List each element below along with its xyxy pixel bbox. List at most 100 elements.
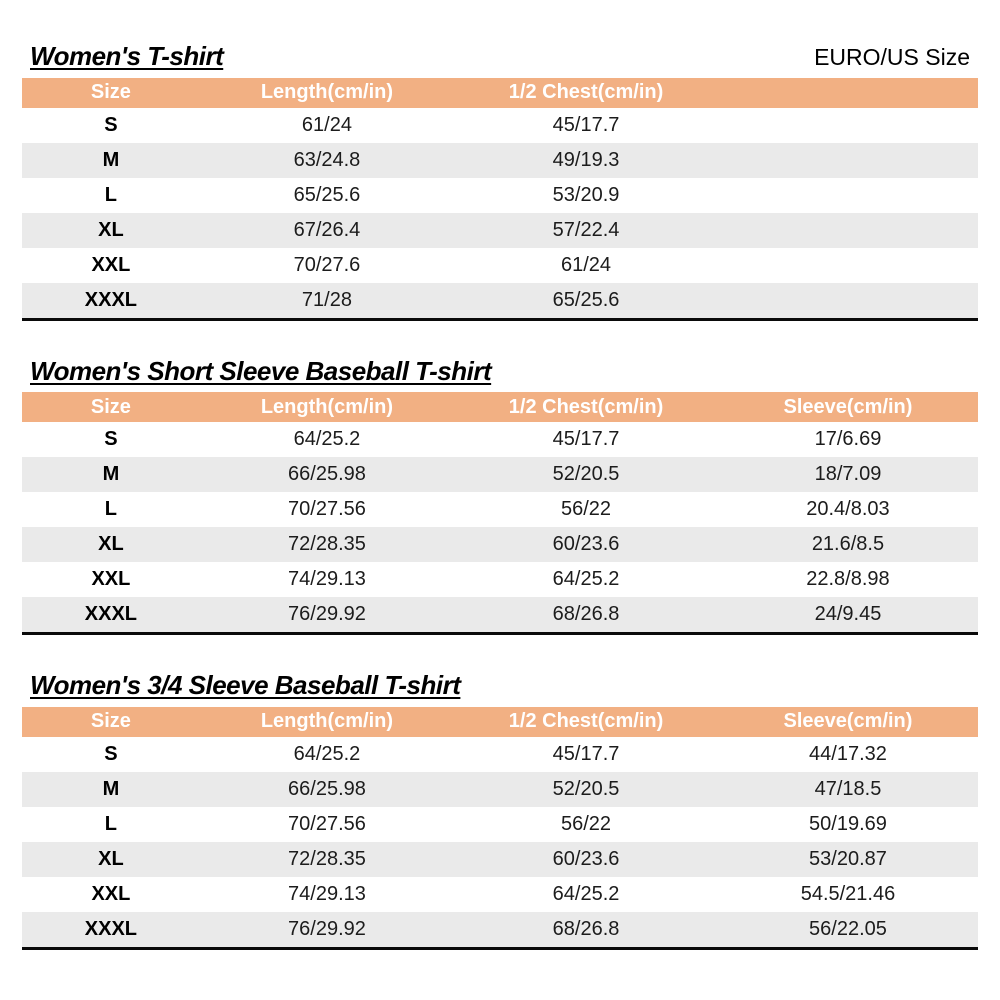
table-row-xxl: XXL 70/27.6 61/24	[22, 247, 978, 283]
size-cell: L	[104, 498, 118, 521]
value-cell-chest: 68/26.8	[552, 917, 620, 940]
value-cell-sleeve: 56/22.05	[809, 917, 887, 940]
value-cell-chest: 53/20.9	[552, 183, 620, 206]
column-header-chest: 1/2 Chest(cm/in)	[508, 81, 664, 104]
column-header-length: Length(cm/in)	[260, 395, 394, 418]
column-header-size: Size	[90, 81, 131, 104]
size-cell: S	[104, 113, 118, 136]
value-cell-length: 65/25.6	[293, 183, 361, 206]
value-cell-length: 61/24	[301, 113, 352, 136]
table-row-xl: XL 72/28.35 60/23.6 21.6/8.5	[22, 527, 978, 563]
table-body: S 64/25.2 45/17.7 44/17.32 M 66/25.98 52/20.5 4…	[22, 736, 978, 949]
column-header-sleeve	[718, 78, 978, 108]
value-cell-length: 74/29.13	[288, 568, 366, 591]
size-cell: XL	[98, 218, 124, 241]
size-chart-section: Women's T-shirt EURO/US Size Size Length(…	[22, 42, 978, 321]
size-table: Size Length(cm/in) 1/2 Chest(cm/in) Sleeve(…	[22, 392, 978, 636]
table-row-m: M 63/24.8 49/19.3	[22, 142, 978, 178]
value-cell-chest: 57/22.4	[552, 218, 620, 241]
table-row-l: L 70/27.56 56/22 50/19.69	[22, 806, 978, 842]
value-cell-sleeve: 50/19.69	[809, 812, 887, 835]
size-cell: XXL	[91, 253, 131, 276]
table-row-xl: XL 67/26.4 57/22.4	[22, 212, 978, 248]
value-cell-length: 70/27.56	[288, 498, 366, 521]
value-cell-sleeve: 22.8/8.98	[806, 568, 890, 591]
size-cell: M	[102, 777, 120, 800]
size-table: Size Length(cm/in) 1/2 Chest(cm/in) Sleeve(…	[22, 706, 978, 950]
size-cell: S	[104, 742, 118, 765]
table-header-row: Size Length(cm/in) 1/2 Chest(cm/in)	[22, 77, 978, 108]
size-cell: XXXL	[84, 603, 138, 626]
size-cell: L	[104, 812, 118, 835]
value-cell-length: 74/29.13	[288, 882, 366, 905]
value-cell-chest: 60/23.6	[552, 847, 620, 870]
value-cell-sleeve	[718, 108, 978, 143]
column-header-chest: 1/2 Chest(cm/in)	[508, 710, 664, 733]
column-header-sleeve: Sleeve(cm/in)	[783, 395, 913, 418]
value-cell-chest: 61/24	[560, 253, 612, 276]
table-row-s: S 61/24 45/17.7	[22, 107, 978, 143]
value-cell-length: 66/25.98	[288, 463, 366, 486]
value-cell-sleeve: 44/17.32	[809, 742, 887, 765]
section-title: Women's Short Sleeve Baseball T-shirt	[30, 355, 492, 386]
size-cell: XXL	[91, 568, 131, 591]
table-row-xl: XL 72/28.35 60/23.6 53/20.87	[22, 841, 978, 877]
size-system-label: EURO/US Size	[814, 44, 970, 71]
value-cell-chest: 56/22	[560, 812, 612, 835]
value-cell-length: 76/29.92	[288, 603, 366, 626]
column-header-sleeve: Sleeve(cm/in)	[783, 710, 913, 733]
table-header-row: Size Length(cm/in) 1/2 Chest(cm/in) Sleeve(…	[22, 706, 978, 737]
table-row-xxl: XXL 74/29.13 64/25.2 22.8/8.98	[22, 562, 978, 598]
value-cell-sleeve	[718, 213, 978, 248]
table-row-s: S 64/25.2 45/17.7 44/17.32	[22, 736, 978, 772]
value-cell-length: 66/25.98	[288, 777, 366, 800]
value-cell-chest: 64/25.2	[552, 568, 620, 591]
value-cell-chest: 45/17.7	[552, 113, 620, 136]
table-body: S 61/24 45/17.7 M 63/24.8 49/19.3 L 65/25.6 53/2…	[22, 107, 978, 320]
table-row-s: S 64/25.2 45/17.7 17/6.69	[22, 422, 978, 458]
value-cell-length: 64/25.2	[293, 742, 361, 765]
value-cell-sleeve: 18/7.09	[814, 463, 882, 486]
value-cell-length: 64/25.2	[293, 428, 361, 451]
value-cell-length: 72/28.35	[288, 847, 366, 870]
value-cell-chest: 49/19.3	[552, 148, 620, 171]
value-cell-length: 72/28.35	[288, 533, 366, 556]
section-title-row: Women's 3/4 Sleeve Baseball T-shirt	[22, 671, 978, 707]
value-cell-sleeve: 54.5/21.46	[800, 882, 896, 905]
table-row-m: M 66/25.98 52/20.5 47/18.5	[22, 771, 978, 807]
column-header-size: Size	[90, 395, 131, 418]
size-table: Size Length(cm/in) 1/2 Chest(cm/in) S 61/24…	[22, 77, 978, 321]
table-header-row: Size Length(cm/in) 1/2 Chest(cm/in) Sleeve(…	[22, 392, 978, 423]
value-cell-sleeve: 47/18.5	[814, 777, 882, 800]
section-title: Women's 3/4 Sleeve Baseball T-shirt	[30, 670, 461, 701]
value-cell-length: 70/27.56	[288, 812, 366, 835]
value-cell-sleeve	[718, 283, 978, 320]
section-title-row: Women's T-shirt EURO/US Size	[22, 42, 978, 78]
column-header-length: Length(cm/in)	[260, 710, 394, 733]
table-row-l: L 70/27.56 56/22 20.4/8.03	[22, 492, 978, 528]
value-cell-sleeve: 17/6.69	[814, 428, 882, 451]
size-cell: S	[104, 428, 118, 451]
column-header-size: Size	[90, 710, 131, 733]
value-cell-chest: 56/22	[560, 498, 612, 521]
value-cell-length: 76/29.92	[288, 917, 366, 940]
table-row-m: M 66/25.98 52/20.5 18/7.09	[22, 457, 978, 493]
value-cell-chest: 68/26.8	[552, 603, 620, 626]
column-header-length: Length(cm/in)	[260, 81, 394, 104]
column-header-chest: 1/2 Chest(cm/in)	[508, 395, 664, 418]
section-title-row: Women's Short Sleeve Baseball T-shirt	[22, 355, 978, 393]
value-cell-length: 71/28	[301, 288, 352, 311]
size-cell: XXXL	[84, 917, 138, 940]
size-cell: L	[104, 183, 118, 206]
value-cell-chest: 60/23.6	[552, 533, 620, 556]
value-cell-chest: 65/25.6	[552, 288, 620, 311]
value-cell-chest: 52/20.5	[552, 777, 620, 800]
size-chart-section: Women's 3/4 Sleeve Baseball T-shirt Size…	[22, 671, 978, 950]
value-cell-sleeve	[718, 248, 978, 283]
value-cell-chest: 64/25.2	[552, 882, 620, 905]
table-row-xxxl: XXXL 71/28 65/25.6	[22, 282, 978, 320]
size-chart-sections: Women's T-shirt EURO/US Size Size Length(…	[22, 42, 978, 950]
table-row-xxl: XXL 74/29.13 64/25.2 54.5/21.46	[22, 876, 978, 912]
table-row-l: L 65/25.6 53/20.9	[22, 177, 978, 213]
